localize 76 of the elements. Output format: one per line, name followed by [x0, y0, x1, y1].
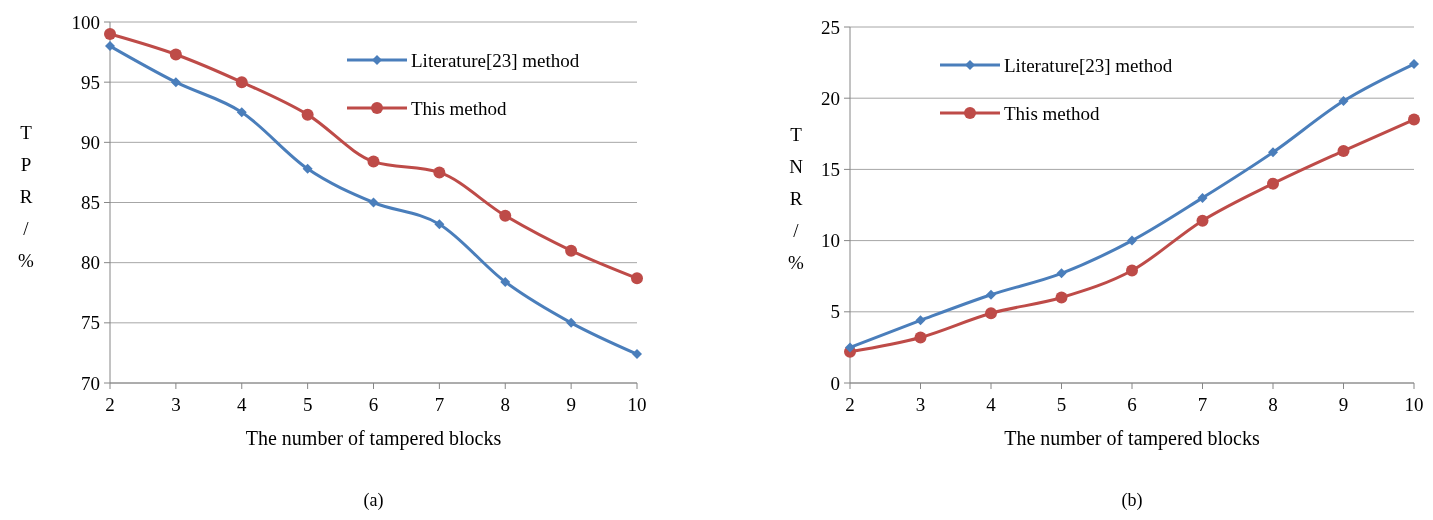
- y-tick-label: 85: [81, 192, 100, 214]
- x-tick-label: 10: [1404, 394, 1424, 415]
- y-tick-label: 95: [81, 71, 100, 93]
- x-axis-title: The number of tampered blocks: [1004, 427, 1260, 450]
- point: [170, 77, 181, 88]
- point: [1127, 235, 1137, 246]
- x-tick-label: 8: [500, 394, 510, 415]
- y-axis-title: TNR/%: [788, 124, 805, 273]
- y-tick-label: 75: [81, 312, 100, 334]
- point: [1196, 214, 1209, 227]
- y-tick-label: 15: [821, 159, 840, 181]
- y-tick-label: 25: [821, 16, 840, 38]
- point: [631, 272, 643, 285]
- point: [632, 349, 642, 360]
- point: [565, 244, 578, 257]
- point: [1056, 268, 1067, 279]
- x-tick-label: 10: [627, 394, 647, 415]
- point: [104, 28, 116, 41]
- x-axis-title: The number of tampered blocks: [245, 427, 502, 450]
- x-tick-label: 4: [986, 394, 997, 415]
- point: [985, 307, 997, 320]
- y-tick-label: 0: [830, 372, 840, 394]
- x-tick-label: 2: [845, 394, 855, 415]
- x-tick-label: 7: [434, 394, 445, 415]
- x-tick-label: 7: [1197, 394, 1208, 415]
- x-tick-label: 8: [1268, 394, 1278, 415]
- legend-label: Literature[23] method: [1004, 54, 1173, 76]
- point: [1338, 96, 1349, 107]
- point: [500, 276, 511, 287]
- x-tick-label: 5: [302, 394, 313, 415]
- point: [1268, 147, 1278, 158]
- point: [1267, 177, 1279, 190]
- point: [368, 197, 379, 208]
- point: [433, 166, 446, 179]
- y-tick-label: 70: [81, 372, 100, 394]
- point: [1409, 59, 1419, 70]
- legend-label: This method: [1004, 102, 1101, 124]
- point: [915, 315, 926, 326]
- x-tick-label: 3: [915, 394, 926, 415]
- x-tick-label: 5: [1056, 394, 1067, 415]
- x-tick-label: 4: [237, 394, 247, 415]
- text: (a): [363, 490, 384, 511]
- point: [566, 317, 577, 328]
- x-tick-label: 6: [1127, 394, 1137, 415]
- y-axis-title: TPR/%: [18, 121, 35, 271]
- point: [1126, 264, 1138, 277]
- y-tick-label: 90: [81, 131, 100, 153]
- point: [235, 76, 248, 89]
- point: [302, 163, 313, 174]
- x-tick-label: 3: [171, 394, 181, 415]
- y-tick-label: 100: [71, 11, 100, 33]
- x-tick-label: 9: [566, 394, 576, 415]
- legend-label: This method: [411, 97, 508, 119]
- point: [105, 41, 115, 52]
- point: [169, 48, 182, 61]
- x-tick-label: 9: [1338, 394, 1349, 415]
- text: (b): [1121, 490, 1143, 511]
- y-tick-label: 10: [821, 230, 840, 252]
- point: [1055, 291, 1068, 304]
- point: [1197, 192, 1208, 203]
- point: [499, 209, 512, 222]
- legend-label: Literature[23] method: [411, 49, 580, 71]
- point: [301, 108, 314, 121]
- x-tick-label: 2: [105, 394, 115, 415]
- point: [986, 289, 996, 300]
- point: [434, 219, 445, 230]
- point: [914, 331, 927, 344]
- point: [1408, 113, 1420, 126]
- y-tick-label: 80: [81, 252, 100, 274]
- point: [236, 107, 247, 118]
- point: [1337, 144, 1350, 157]
- y-tick-label: 20: [821, 87, 840, 109]
- point: [845, 342, 855, 353]
- y-tick-label: 5: [830, 301, 840, 323]
- x-tick-label: 6: [368, 394, 379, 415]
- point: [367, 155, 380, 168]
